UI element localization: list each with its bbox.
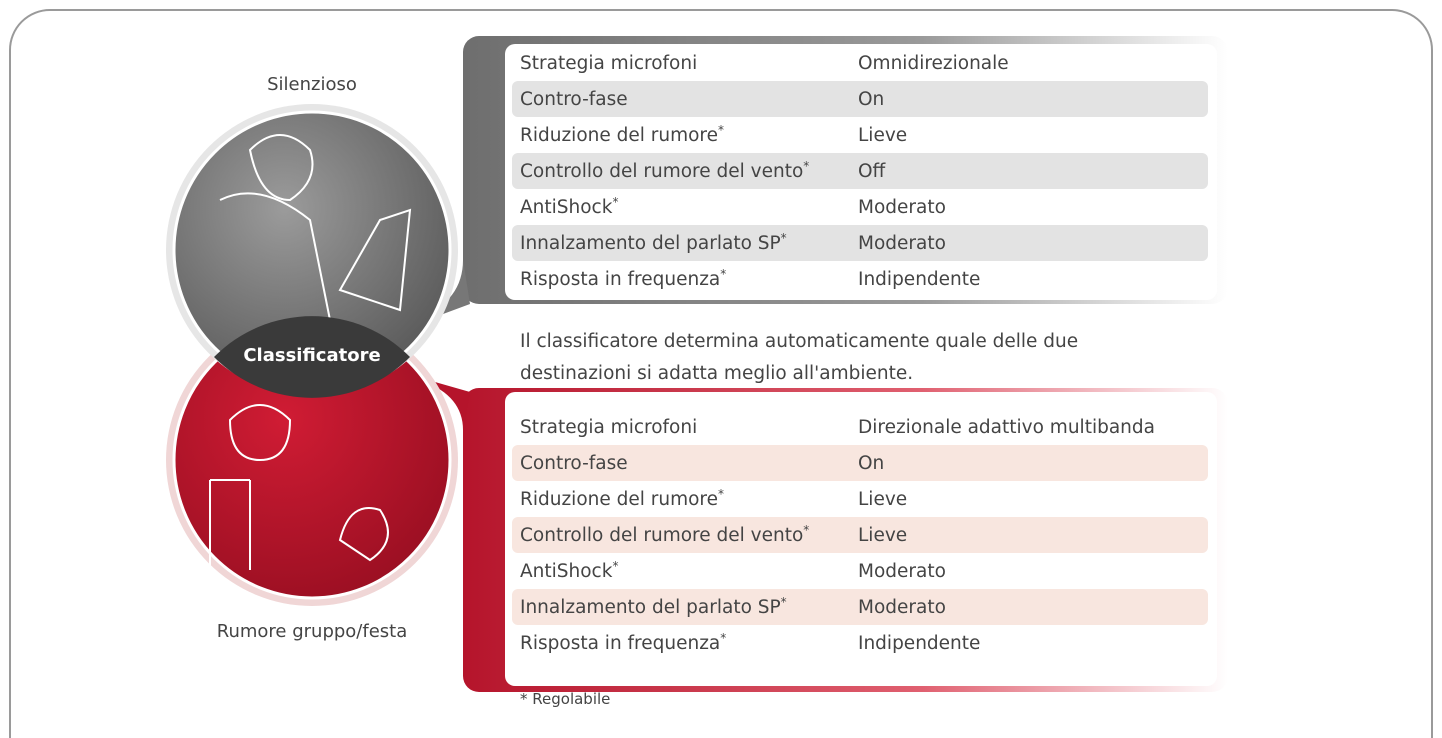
adjustable-mark: * bbox=[718, 123, 725, 138]
description-line: Il classificatore determina automaticame… bbox=[520, 331, 1079, 352]
setting-cell: Contro-fase bbox=[512, 453, 858, 474]
value-cell: Omnidirezionale bbox=[858, 52, 1009, 74]
adjustable-mark: * bbox=[780, 595, 787, 610]
adjustable-mark: * bbox=[612, 195, 619, 210]
setting-label: Controllo del rumore del vento bbox=[520, 161, 804, 183]
table-row: Riduzione del rumore* Lieve bbox=[512, 481, 1208, 517]
classifier-description: Il classificatore determina automaticame… bbox=[520, 326, 1078, 390]
setting-cell: Controllo del rumore del vento* bbox=[512, 523, 858, 546]
setting-label: Innalzamento del parlato SP bbox=[520, 233, 781, 255]
adjustable-mark: * bbox=[718, 487, 725, 502]
setting-cell: Riduzione del rumore* bbox=[512, 487, 858, 510]
table-row: Controllo del rumore del vento* Off bbox=[512, 153, 1208, 189]
value-cell: Lieve bbox=[858, 524, 908, 546]
description-line: destinazioni si adatta meglio all'ambien… bbox=[520, 363, 914, 384]
value-cell: Indipendente bbox=[858, 268, 981, 290]
value-cell: Moderato bbox=[858, 560, 946, 582]
setting-label: Strategia microfoni bbox=[520, 416, 698, 438]
setting-cell: Risposta in frequenza* bbox=[512, 631, 858, 654]
value-cell: Moderato bbox=[858, 196, 946, 218]
settings-table: Strategia microfoni Omnidirezionale Contro… bbox=[512, 45, 1208, 297]
table-row: Contro-fase On bbox=[512, 445, 1208, 481]
setting-cell: Risposta in frequenza* bbox=[512, 267, 858, 290]
setting-cell: Controllo del rumore del vento* bbox=[512, 159, 858, 182]
setting-cell: Strategia microfoni bbox=[512, 53, 858, 74]
table-row: Strategia microfoni Direzionale adattivo … bbox=[512, 409, 1208, 445]
classifier-label: Classificatore bbox=[243, 345, 381, 366]
red-illustration bbox=[209, 404, 389, 570]
setting-label: AntiShock bbox=[520, 197, 613, 219]
table-row: Innalzamento del parlato SP* Moderato bbox=[512, 589, 1208, 625]
setting-cell: AntiShock* bbox=[512, 559, 858, 582]
value-cell: Indipendente bbox=[858, 632, 981, 654]
mode-name: Rumore gruppo/festa bbox=[216, 621, 408, 642]
table-row: Contro-fase On bbox=[512, 81, 1208, 117]
table-row: Riduzione del rumore* Lieve bbox=[512, 117, 1208, 153]
value-cell: Moderato bbox=[858, 232, 946, 254]
setting-cell: Strategia microfoni bbox=[512, 417, 858, 438]
setting-label: Strategia microfoni bbox=[520, 52, 698, 74]
table-row: Strategia microfoni Omnidirezionale bbox=[512, 45, 1208, 81]
setting-cell: Innalzamento del parlato SP* bbox=[512, 595, 858, 618]
table-row: Risposta in frequenza* Indipendente bbox=[512, 625, 1208, 661]
adjustable-mark: * bbox=[780, 231, 787, 246]
table-row: Innalzamento del parlato SP* Moderato bbox=[512, 225, 1208, 261]
adjustable-mark: * bbox=[803, 159, 810, 174]
setting-label: Controllo del rumore del vento bbox=[520, 525, 804, 547]
adjustable-mark: * bbox=[720, 267, 727, 282]
table-row: AntiShock* Moderato bbox=[512, 553, 1208, 589]
value-cell: Lieve bbox=[858, 488, 908, 510]
setting-label: Riduzione del rumore bbox=[520, 125, 719, 147]
table-row: Controllo del rumore del vento* Lieve bbox=[512, 517, 1208, 553]
adjustable-mark: * bbox=[720, 631, 727, 646]
setting-cell: Innalzamento del parlato SP* bbox=[512, 231, 858, 254]
classifier-pill bbox=[214, 316, 410, 398]
table-row: Risposta in frequenza* Indipendente bbox=[512, 261, 1208, 297]
footnote: * Regolabile bbox=[520, 690, 611, 708]
gray-illustration bbox=[219, 134, 412, 321]
setting-cell: Contro-fase bbox=[512, 89, 858, 110]
setting-cell: AntiShock* bbox=[512, 195, 858, 218]
outer-frame bbox=[9, 9, 1433, 738]
adjustable-mark: * bbox=[803, 523, 810, 538]
value-cell: Direzionale adattivo multibanda bbox=[858, 416, 1155, 438]
setting-label: Riduzione del rumore bbox=[520, 489, 719, 511]
mode-name: Silenzioso bbox=[267, 74, 357, 95]
setting-label: AntiShock bbox=[520, 561, 613, 583]
setting-label: Contro-fase bbox=[520, 452, 628, 474]
setting-label: Contro-fase bbox=[520, 88, 628, 110]
setting-label: Innalzamento del parlato SP bbox=[520, 597, 781, 619]
setting-label: Risposta in frequenza bbox=[520, 269, 721, 291]
adjustable-mark: * bbox=[612, 559, 619, 574]
value-cell: On bbox=[858, 452, 885, 474]
table-row: AntiShock* Moderato bbox=[512, 189, 1208, 225]
value-cell: Lieve bbox=[858, 124, 908, 146]
value-cell: Moderato bbox=[858, 596, 946, 618]
setting-cell: Riduzione del rumore* bbox=[512, 123, 858, 146]
settings-table: Strategia microfoni Direzionale adattivo … bbox=[512, 409, 1208, 661]
value-cell: Off bbox=[858, 160, 886, 182]
setting-label: Risposta in frequenza bbox=[520, 633, 721, 655]
value-cell: On bbox=[858, 88, 885, 110]
